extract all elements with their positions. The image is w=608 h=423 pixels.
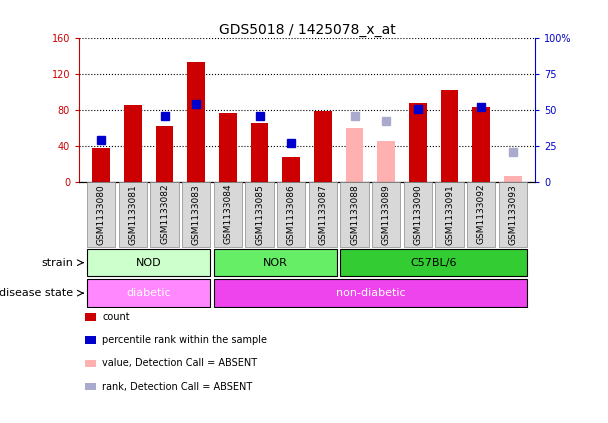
- FancyBboxPatch shape: [435, 182, 464, 247]
- Bar: [251, 124, 268, 182]
- FancyBboxPatch shape: [182, 182, 210, 247]
- FancyBboxPatch shape: [245, 182, 274, 247]
- Text: GSM1133083: GSM1133083: [192, 184, 201, 244]
- FancyBboxPatch shape: [499, 182, 527, 247]
- FancyBboxPatch shape: [87, 280, 210, 307]
- Text: GSM1133093: GSM1133093: [508, 184, 517, 244]
- Bar: [124, 104, 142, 182]
- FancyBboxPatch shape: [119, 182, 147, 247]
- Text: GSM1133088: GSM1133088: [350, 184, 359, 244]
- Text: GSM1133082: GSM1133082: [160, 184, 169, 244]
- FancyBboxPatch shape: [467, 182, 496, 247]
- Text: GSM1133089: GSM1133089: [382, 184, 391, 244]
- Bar: [283, 157, 300, 182]
- FancyBboxPatch shape: [150, 182, 179, 247]
- Text: non-diabetic: non-diabetic: [336, 288, 405, 298]
- Text: rank, Detection Call = ABSENT: rank, Detection Call = ABSENT: [102, 382, 252, 392]
- Text: GSM1133081: GSM1133081: [128, 184, 137, 244]
- Text: GSM1133080: GSM1133080: [97, 184, 106, 244]
- Bar: [156, 126, 173, 182]
- Bar: [187, 62, 205, 182]
- Bar: [504, 176, 522, 182]
- FancyBboxPatch shape: [309, 182, 337, 247]
- Title: GDS5018 / 1425078_x_at: GDS5018 / 1425078_x_at: [219, 23, 395, 37]
- Text: percentile rank within the sample: percentile rank within the sample: [102, 335, 267, 345]
- FancyBboxPatch shape: [87, 249, 210, 276]
- FancyBboxPatch shape: [213, 280, 527, 307]
- Text: NOR: NOR: [263, 258, 288, 268]
- Text: GSM1133086: GSM1133086: [287, 184, 295, 244]
- FancyBboxPatch shape: [213, 249, 337, 276]
- Text: C57BL/6: C57BL/6: [410, 258, 457, 268]
- Bar: [92, 148, 110, 182]
- Text: GSM1133090: GSM1133090: [413, 184, 423, 244]
- Text: count: count: [102, 312, 130, 322]
- FancyBboxPatch shape: [404, 182, 432, 247]
- FancyBboxPatch shape: [340, 249, 527, 276]
- Text: NOD: NOD: [136, 258, 162, 268]
- FancyBboxPatch shape: [340, 182, 369, 247]
- Bar: [409, 103, 427, 182]
- Text: diabetic: diabetic: [126, 288, 171, 298]
- FancyBboxPatch shape: [277, 182, 305, 247]
- Text: GSM1133084: GSM1133084: [223, 184, 232, 244]
- FancyBboxPatch shape: [372, 182, 401, 247]
- Bar: [314, 111, 331, 182]
- Bar: [378, 141, 395, 182]
- Text: GSM1133092: GSM1133092: [477, 184, 486, 244]
- Bar: [441, 90, 458, 182]
- Bar: [346, 128, 363, 182]
- FancyBboxPatch shape: [87, 182, 116, 247]
- Bar: [472, 107, 490, 182]
- Text: value, Detection Call = ABSENT: value, Detection Call = ABSENT: [102, 358, 257, 368]
- Text: GSM1133091: GSM1133091: [445, 184, 454, 244]
- Text: strain: strain: [41, 258, 73, 268]
- Text: disease state: disease state: [0, 288, 73, 298]
- Bar: [219, 113, 237, 182]
- Text: GSM1133087: GSM1133087: [319, 184, 327, 244]
- FancyBboxPatch shape: [213, 182, 242, 247]
- Text: GSM1133085: GSM1133085: [255, 184, 264, 244]
